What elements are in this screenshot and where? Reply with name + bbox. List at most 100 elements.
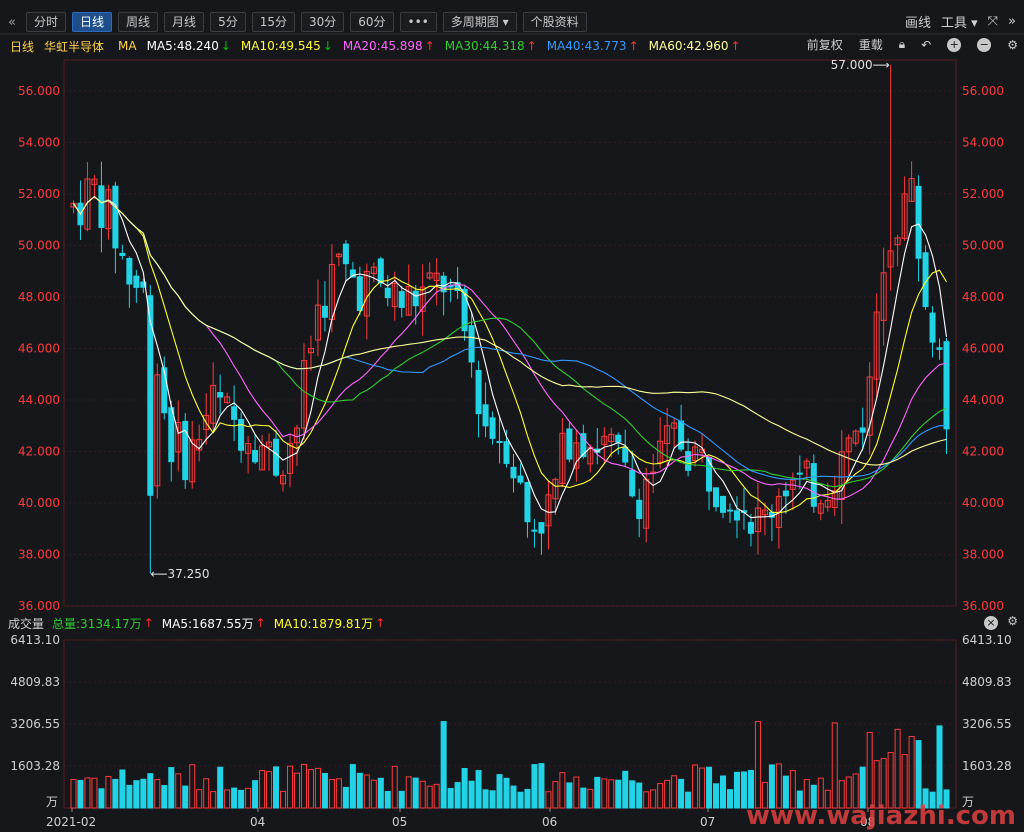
volume-bar [726,789,734,809]
tab-daily[interactable]: 日线 [72,12,113,32]
candle-body [699,448,706,453]
volume-total: 总量:3134.17万 [52,616,142,631]
volume-bar [307,769,314,809]
candle-body [720,495,727,513]
ma-arrow-5: ↑ [730,39,741,53]
zoom-out-icon[interactable]: − [977,37,992,52]
settings-gear-icon[interactable]: ⚙ [1007,37,1018,52]
price-tick-right: 38.000 [962,547,1004,561]
volume-bar [98,788,105,809]
candle-body [168,407,175,463]
candle-body [601,435,608,445]
lock-icon[interactable]: 🔒︎ [898,37,906,51]
tab-30min[interactable]: 30分 [300,12,345,32]
volume-tick-left: 3206.55 [10,717,60,731]
ma-value-5: MA60:42.960 [648,39,729,53]
close-icon[interactable]: × [984,616,998,630]
candle-body [873,311,880,380]
volume-bar [552,781,559,809]
candle-body [126,258,133,285]
volume-bar [657,783,664,809]
volume-bar [238,789,245,809]
tab-60min[interactable]: 60分 [350,12,394,32]
candle-body [482,404,489,427]
volume-bar [105,775,112,809]
volume-bar [119,769,126,809]
candle-body [489,417,496,439]
volume-bar [147,773,154,809]
reload-button[interactable]: 重载 [858,38,883,52]
volume-bar [419,780,426,809]
collapse-icon[interactable]: « [8,14,16,30]
volume-bar [831,722,838,809]
stock-profile-button[interactable]: 个股资料 [522,12,587,32]
zoom-in-icon[interactable]: + [947,37,962,52]
fullscreen-icon[interactable]: ⤧ [987,14,999,29]
tools-dropdown[interactable]: 工具 ▾ [940,16,978,31]
volume-bar [775,763,782,809]
volume-bar [566,782,573,809]
candle-body [817,503,824,514]
volume-unit-right: 万 [962,795,974,809]
candle-body [300,360,307,429]
candle-body [503,441,510,464]
volume-bar [615,779,622,809]
undo-icon[interactable]: ↶ [921,37,932,52]
tab-15min[interactable]: 15分 [251,12,295,32]
candle-body [412,290,419,307]
candle-body [475,369,482,415]
volume-bar [866,732,873,809]
candle-body [252,449,259,463]
multi-period-dropdown[interactable]: 多周期图 ▾ [442,12,517,32]
candle-body [398,291,405,308]
candle-body [517,475,524,483]
tab-weekly[interactable]: 周线 [118,12,159,32]
forward-adjust-button[interactable]: 前复权 [806,38,843,52]
ma40-line [73,195,947,480]
volume-bar [196,789,203,809]
candle-body [852,430,859,444]
more-periods-button[interactable]: ••• [399,12,437,32]
candle-body [419,286,426,312]
volume-bar [887,752,894,809]
candle-body [370,266,377,275]
volume-bar [426,785,433,809]
candle-body [182,420,189,481]
volume-bar [936,725,943,809]
volume-bar [713,783,720,809]
price-tick-left: 54.000 [18,135,60,149]
ma60-line [73,195,947,466]
price-tick-right: 36.000 [962,599,1004,613]
draw-line-button[interactable]: 画线 [904,16,931,31]
volume-settings-gear-icon[interactable]: ⚙ [1007,614,1018,628]
volume-bar [280,790,287,809]
volume-bar [873,760,880,809]
ma-value-3: MA30:44.318 [444,39,525,53]
x-axis-label: 04 [250,815,265,829]
candle-body [580,433,587,458]
ma-label[interactable]: MA [118,39,137,53]
volume-bar [824,789,831,809]
volume-bar [384,790,391,809]
volume-bar [224,789,231,809]
tab-5min[interactable]: 5分 [210,12,246,32]
tab-monthly[interactable]: 月线 [164,12,205,32]
volume-bar [112,778,119,809]
volume-bar [377,777,384,809]
price-tick-right: 50.000 [962,238,1004,252]
volume-ma5-arrow: ↑ [255,616,266,630]
expand-icon[interactable]: » [1008,14,1016,29]
volume-bar [210,791,217,809]
volume-bar [915,740,922,809]
candle-body [321,305,328,318]
volume-bar [496,774,503,809]
volume-bar [91,777,98,809]
volume-bar [838,780,845,809]
tab-intraday[interactable]: 分时 [26,12,67,32]
ma-info-bar: 日线 华虹半导体 MA MA5:48.240 ↓ MA10:49.545 ↓ MA20:… [0,36,1024,56]
ma-value-4: MA40:43.773 [546,39,627,53]
candle-body [119,252,126,256]
candle-body [307,347,314,354]
volume-bar [461,767,468,809]
